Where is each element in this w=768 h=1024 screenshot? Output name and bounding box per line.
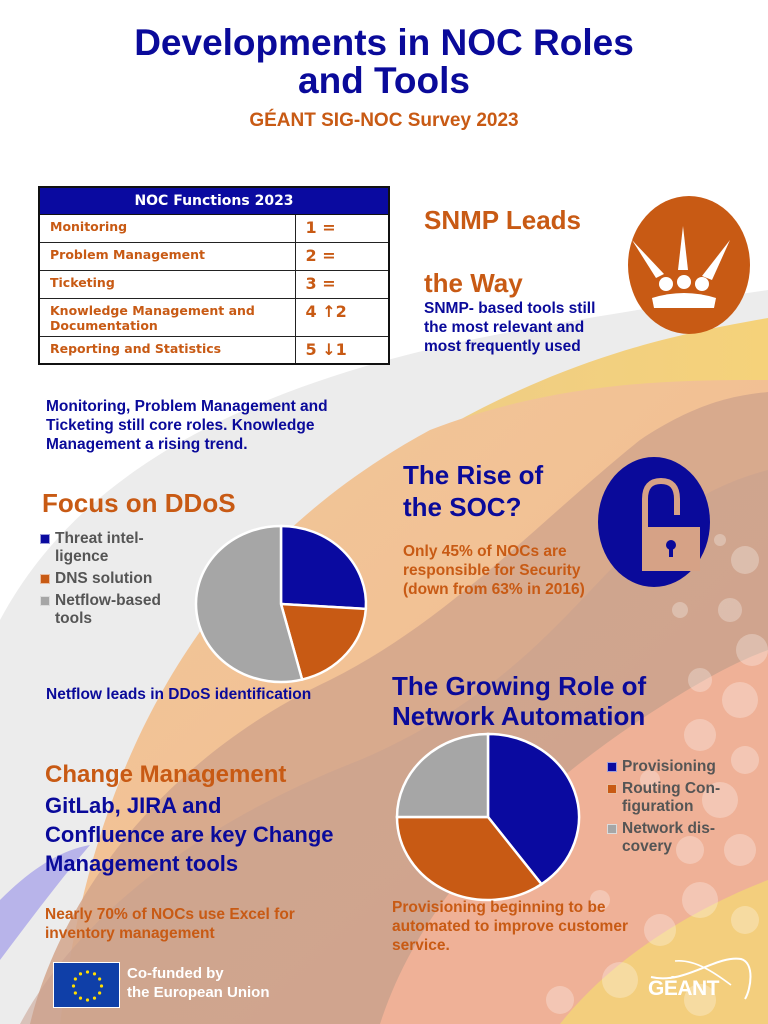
snmp-heading-line-1: SNMP Leads	[424, 205, 582, 235]
legend-item-provisioning: Provisioning	[607, 758, 757, 776]
legend-label: Network dis-covery	[622, 820, 716, 855]
geant-logo: GÉANT	[648, 977, 720, 1000]
legend-item-netflow: Netflow-based tools	[40, 592, 190, 628]
ddos-note: Netflow leads in DDoS identification	[46, 686, 312, 703]
snmp-body: SNMP- based tools still the most relevan…	[424, 300, 596, 355]
pie-slice	[395, 732, 490, 819]
unlocked-padlock-icon	[642, 477, 700, 571]
rank-cell: 5 ↓1	[294, 335, 390, 365]
pie-slice	[279, 524, 368, 611]
legend-swatch-orange	[40, 574, 50, 584]
eu-stars-icon	[71, 970, 104, 1002]
automation-heading: The Growing Role of Network Automation	[392, 671, 646, 731]
table-row: Ticketing 3 =	[38, 269, 390, 299]
ddos-legend: Threat intel-ligence DNS solution Netflo…	[40, 530, 190, 632]
legend-item-dns-solution: DNS solution	[40, 570, 190, 588]
pie-slice	[194, 524, 304, 684]
legend-label: Threat intel-ligence	[55, 530, 144, 565]
pie-slice	[486, 732, 581, 886]
function-cell: Monitoring	[38, 213, 296, 243]
change-management-body: GitLab, JIRA and Confluence are key Chan…	[45, 793, 334, 876]
automation-legend: Provisioning Routing Con-figuration Netw…	[607, 758, 757, 860]
legend-swatch-blue	[607, 762, 617, 772]
eu-line-1: Co-funded by	[127, 965, 224, 982]
automation-heading-line-2: Network Automation	[392, 701, 646, 731]
core-roles-note: Monitoring, Problem Management and Ticke…	[46, 398, 328, 453]
legend-label: Routing Con-figuration	[622, 780, 721, 815]
rank-cell: 1 =	[294, 213, 390, 243]
function-cell: Reporting and Statistics	[38, 335, 296, 365]
eu-flag-logo	[53, 962, 120, 1008]
legend-label: Netflow-based tools	[55, 592, 161, 627]
table-row: Monitoring 1 =	[38, 213, 390, 243]
ddos-heading: Focus on DDoS	[42, 488, 236, 518]
geant-logo-arc-icon	[650, 957, 752, 1000]
table-title: NOC Functions 2023	[38, 186, 390, 215]
pie-slices	[395, 732, 581, 902]
function-cell: Ticketing	[38, 269, 296, 299]
snmp-heading-line-2: the Way	[424, 268, 523, 298]
ddos-pie-chart	[194, 524, 368, 684]
pie-slice	[279, 602, 368, 682]
change-management-note: Nearly 70% of NOCs use Excel for invento…	[45, 906, 295, 942]
legend-label: Provisioning	[622, 758, 716, 775]
legend-item-routing-configuration: Routing Con-figuration	[607, 780, 757, 816]
automation-note: Provisioning beginning to be automated t…	[392, 899, 628, 954]
page-title: Developments in NOC Roles and Tools	[0, 24, 768, 100]
function-cell: Knowledge Management and Documentation	[38, 297, 296, 337]
rank-cell: 3 =	[294, 269, 390, 299]
title-line-1: Developments in NOC Roles	[134, 22, 634, 63]
eu-line-2: the European Union	[127, 984, 270, 1001]
legend-swatch-gray	[40, 596, 50, 606]
soc-heading-line-1: The Rise of	[403, 460, 544, 490]
page-subtitle: GÉANT SIG-NOC Survey 2023	[249, 110, 519, 131]
crown-icon	[632, 226, 730, 308]
legend-swatch-orange	[607, 784, 617, 794]
rank-cell: 4 ↑2	[294, 297, 390, 337]
crown-badge	[628, 196, 750, 334]
table-row: Problem Management 2 =	[38, 241, 390, 271]
table-row: Reporting and Statistics 5 ↓1	[38, 335, 390, 365]
pie-slice	[395, 815, 544, 902]
legend-label: DNS solution	[55, 570, 153, 587]
soc-heading-line-2: the SOC?	[403, 492, 522, 522]
table-row: Knowledge Management and Documentation 4…	[38, 297, 390, 337]
soc-heading: The Rise of the SOC?	[403, 459, 543, 523]
padlock-badge	[598, 457, 710, 587]
change-management-heading: Change Management	[45, 761, 287, 788]
pie-slices	[194, 524, 368, 684]
function-cell: Problem Management	[38, 241, 296, 271]
title-line-2: and Tools	[298, 60, 470, 101]
soc-body: Only 45% of NOCs are responsible for Sec…	[403, 543, 585, 598]
automation-pie-chart	[395, 732, 581, 902]
rank-cell: 2 =	[294, 241, 390, 271]
automation-heading-line-1: The Growing Role of	[392, 671, 647, 701]
legend-swatch-gray	[607, 824, 617, 834]
legend-item-threat-intelligence: Threat intel-ligence	[40, 530, 190, 566]
noc-functions-table: NOC Functions 2023 Monitoring 1 = Proble…	[38, 186, 390, 365]
eu-funding-text: Co-funded by the European Union	[127, 964, 270, 1002]
legend-item-network-discovery: Network dis-covery	[607, 820, 757, 856]
legend-swatch-blue	[40, 534, 50, 544]
